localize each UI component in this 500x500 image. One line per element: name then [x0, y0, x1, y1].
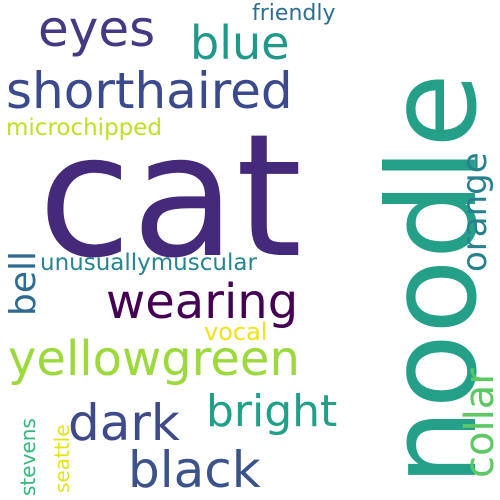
word-collar: collar [457, 368, 500, 478]
word-seattle: seattle [50, 424, 74, 493]
word-black: black [128, 441, 261, 499]
word-orange: orange [455, 152, 495, 272]
word-eyes: eyes [38, 0, 156, 58]
word-shorthaired: shorthaired [6, 62, 293, 120]
word-bell: bell [3, 250, 44, 316]
word-friendly: friendly [252, 1, 336, 26]
word-cat: cat [38, 98, 303, 296]
word-unusuallymuscular: unusuallymuscular [40, 250, 257, 276]
word-wearing: wearing [106, 274, 299, 330]
word-stevens: stevens [16, 418, 40, 496]
word-blue: blue [190, 16, 290, 70]
word-vocal: vocal [204, 318, 268, 346]
word-yellowgreen: yellowgreen [8, 331, 300, 387]
word-dark: dark [68, 394, 180, 452]
word-bright: bright [206, 386, 338, 437]
word-microchipped: microchipped [6, 115, 163, 141]
